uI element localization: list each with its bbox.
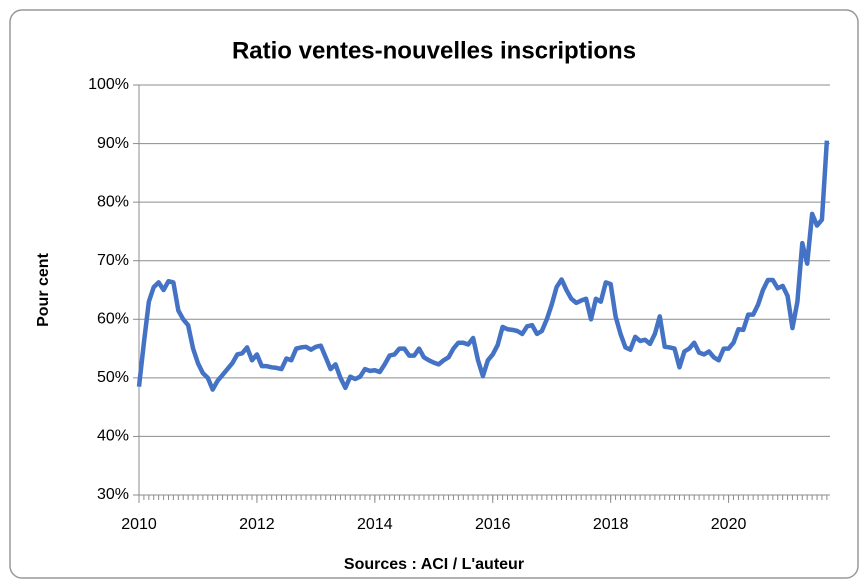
y-tick-label: 60%	[97, 311, 129, 328]
chart-title: Ratio ventes-nouvelles inscriptions	[232, 37, 636, 64]
data-line	[136, 140, 830, 392]
y-tick-label: 100%	[88, 76, 129, 93]
x-axis-label: Sources : ACI / L'auteur	[344, 556, 524, 573]
y-tick-label: 70%	[97, 252, 129, 269]
y-tick-label: 40%	[97, 428, 129, 445]
x-tick-label: 2014	[357, 516, 393, 533]
y-tick-label: 80%	[97, 193, 129, 210]
y-axis-label: Pour cent	[35, 252, 52, 326]
x-tick-label: 2012	[239, 516, 275, 533]
y-tick-label: 30%	[97, 486, 129, 503]
x-tick-label: 2016	[475, 516, 511, 533]
x-tick-label: 2020	[711, 516, 747, 533]
chart-frame	[9, 9, 859, 579]
y-tick-label: 90%	[97, 135, 129, 152]
x-tick-label: 2018	[593, 516, 629, 533]
y-tick-label: 50%	[97, 369, 129, 386]
x-tick-label: 2010	[121, 516, 157, 533]
